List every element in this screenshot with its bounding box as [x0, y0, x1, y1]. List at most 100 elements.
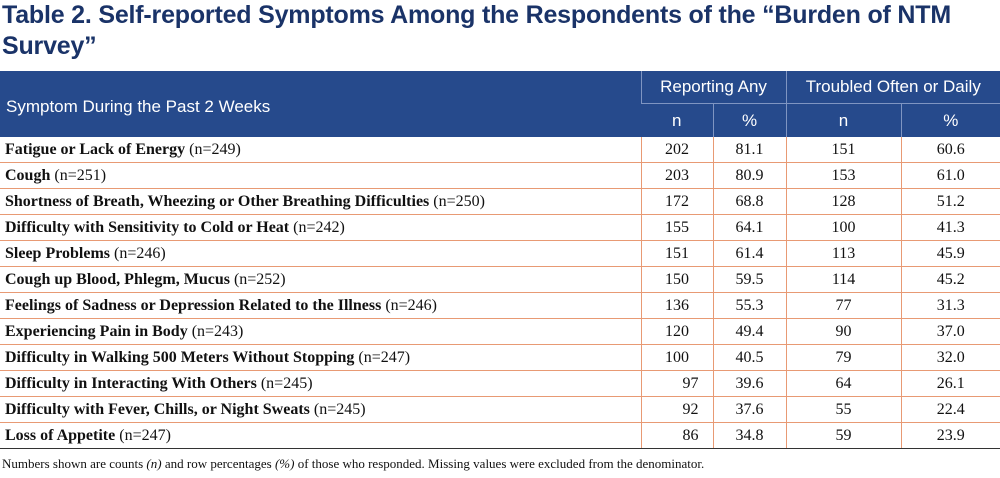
any-n-cell: 155	[640, 214, 713, 241]
any-pct-cell: 37.6	[712, 396, 787, 423]
often-n-cell: 59	[785, 422, 902, 449]
footnote-n-italic: (n)	[146, 456, 162, 471]
symptom-label: Fatigue or Lack of Energy	[5, 140, 186, 158]
symptom-cell: Cough up Blood, Phlegm, Mucus (n=252)	[0, 266, 641, 293]
table-row: Loss of Appetite (n=247) 86 34.8 59 23.9	[0, 422, 1000, 449]
symptom-label: Sleep Problems	[5, 244, 111, 262]
header-row-sub: n % n %	[0, 103, 1000, 137]
often-n-cell: 151	[785, 137, 902, 163]
symptom-label: Difficulty with Fever, Chills, or Night …	[5, 400, 310, 418]
any-pct-cell: 34.8	[712, 422, 787, 449]
often-n-cell: 77	[785, 292, 902, 319]
symptom-label: Difficulty in Interacting With Others	[5, 374, 257, 392]
header-any-n: n	[641, 103, 713, 137]
symptom-cell: Shortness of Breath, Wheezing or Other B…	[0, 188, 641, 215]
table-row: Cough up Blood, Phlegm, Mucus (n=252) 15…	[0, 266, 1000, 293]
respondent-count: (n=247)	[358, 348, 411, 366]
table-row: Feelings of Sadness or Depression Relate…	[0, 292, 1000, 319]
often-pct-cell: 41.3	[900, 214, 1000, 241]
often-pct-cell: 31.3	[900, 292, 1000, 319]
table-footnote: Numbers shown are counts (n) and row per…	[2, 456, 998, 472]
often-pct-cell: 32.0	[900, 344, 1000, 371]
header-row-groups: Symptom During the Past 2 Weeks Reportin…	[0, 71, 1000, 137]
any-n-cell: 97	[640, 370, 713, 397]
symptom-label: Loss of Appetite	[5, 426, 116, 444]
symptom-cell: Fatigue or Lack of Energy (n=249)	[0, 137, 641, 163]
symptom-cell: Difficulty with Fever, Chills, or Night …	[0, 396, 641, 423]
any-pct-cell: 40.5	[712, 344, 787, 371]
often-pct-cell: 37.0	[900, 318, 1000, 345]
often-pct-cell: 23.9	[900, 422, 1000, 449]
often-pct-cell: 60.6	[900, 137, 1000, 163]
any-n-cell: 92	[640, 396, 713, 423]
header-often-n: n	[785, 103, 902, 137]
table-body: Fatigue or Lack of Energy (n=249) 202 81…	[0, 137, 1000, 449]
respondent-count: (n=246)	[114, 244, 166, 262]
symptom-label: Difficulty in Walking 500 Meters Without…	[5, 348, 355, 366]
often-pct-cell: 45.9	[900, 240, 1000, 267]
any-pct-cell: 81.1	[712, 137, 787, 163]
table-row: Difficulty with Sensitivity to Cold or H…	[0, 214, 1000, 241]
header-often-pct: %	[900, 103, 1000, 137]
any-n-cell: 172	[640, 188, 713, 215]
symptom-cell: Experiencing Pain in Body (n=243)	[0, 318, 641, 345]
any-n-cell: 150	[640, 266, 713, 293]
any-pct-cell: 39.6	[712, 370, 787, 397]
often-n-cell: 113	[785, 240, 902, 267]
footnote-text-2: and row percentages	[161, 456, 275, 471]
often-n-cell: 100	[785, 214, 902, 241]
any-n-cell: 202	[640, 137, 713, 163]
respondent-count: (n=250)	[433, 192, 485, 210]
respondent-count: (n=247)	[119, 426, 171, 444]
often-pct-cell: 22.4	[900, 396, 1000, 423]
any-n-cell: 100	[640, 344, 713, 371]
symptom-label: Cough	[5, 166, 51, 184]
often-pct-cell: 51.2	[900, 188, 1000, 215]
table-row: Sleep Problems (n=246) 151 61.4 113 45.9	[0, 240, 1000, 267]
header-symptom: Symptom During the Past 2 Weeks	[0, 71, 641, 137]
any-pct-cell: 61.4	[712, 240, 787, 267]
table-row: Difficulty in Walking 500 Meters Without…	[0, 344, 1000, 371]
symptom-cell: Loss of Appetite (n=247)	[0, 422, 641, 449]
table-row: Difficulty with Fever, Chills, or Night …	[0, 396, 1000, 423]
symptom-label: Difficulty with Sensitivity to Cold or H…	[5, 218, 290, 236]
footnote-pct-italic: (%)	[274, 456, 295, 471]
respondent-count: (n=252)	[233, 270, 286, 288]
respondent-count: (n=243)	[191, 322, 244, 340]
symptom-label: Shortness of Breath, Wheezing or Other B…	[5, 192, 430, 210]
often-n-cell: 55	[785, 396, 902, 423]
any-n-cell: 86	[640, 422, 713, 449]
often-pct-cell: 45.2	[900, 266, 1000, 293]
respondent-count: (n=246)	[385, 296, 437, 314]
any-n-cell: 136	[640, 292, 713, 319]
table-row: Cough (n=251) 203 80.9 153 61.0	[0, 162, 1000, 189]
header-reporting-any: Reporting Any	[640, 71, 787, 104]
often-n-cell: 114	[785, 266, 902, 293]
respondent-count: (n=245)	[260, 374, 313, 392]
respondent-count: (n=245)	[313, 400, 366, 418]
header-any-pct: %	[712, 103, 787, 137]
symptom-cell: Feelings of Sadness or Depression Relate…	[0, 292, 641, 319]
table-title: Table 2. Self-reported Symptoms Among th…	[2, 1, 951, 60]
often-n-cell: 64	[785, 370, 902, 397]
symptom-cell: Difficulty in Interacting With Others (n…	[0, 370, 641, 397]
any-pct-cell: 49.4	[712, 318, 787, 345]
symptom-cell: Cough (n=251)	[0, 162, 641, 189]
any-pct-cell: 55.3	[712, 292, 787, 319]
symptom-label: Experiencing Pain in Body	[5, 322, 188, 340]
any-n-cell: 203	[640, 162, 713, 189]
symptom-table: Symptom During the Past 2 Weeks Reportin…	[0, 71, 1000, 449]
often-n-cell: 90	[785, 318, 902, 345]
symptom-label: Feelings of Sadness or Depression Relate…	[5, 296, 382, 314]
respondent-count: (n=242)	[293, 218, 345, 236]
symptom-cell: Sleep Problems (n=246)	[0, 240, 641, 267]
symptom-cell: Difficulty in Walking 500 Meters Without…	[0, 344, 641, 371]
header-troubled-often: Troubled Often or Daily	[785, 71, 1000, 104]
often-n-cell: 79	[785, 344, 902, 371]
table-row: Shortness of Breath, Wheezing or Other B…	[0, 188, 1000, 215]
any-n-cell: 120	[640, 318, 713, 345]
often-n-cell: 153	[785, 162, 902, 189]
any-n-cell: 151	[640, 240, 713, 267]
any-pct-cell: 80.9	[712, 162, 787, 189]
footnote-text-3: of those who responded. Missing values w…	[294, 456, 705, 471]
